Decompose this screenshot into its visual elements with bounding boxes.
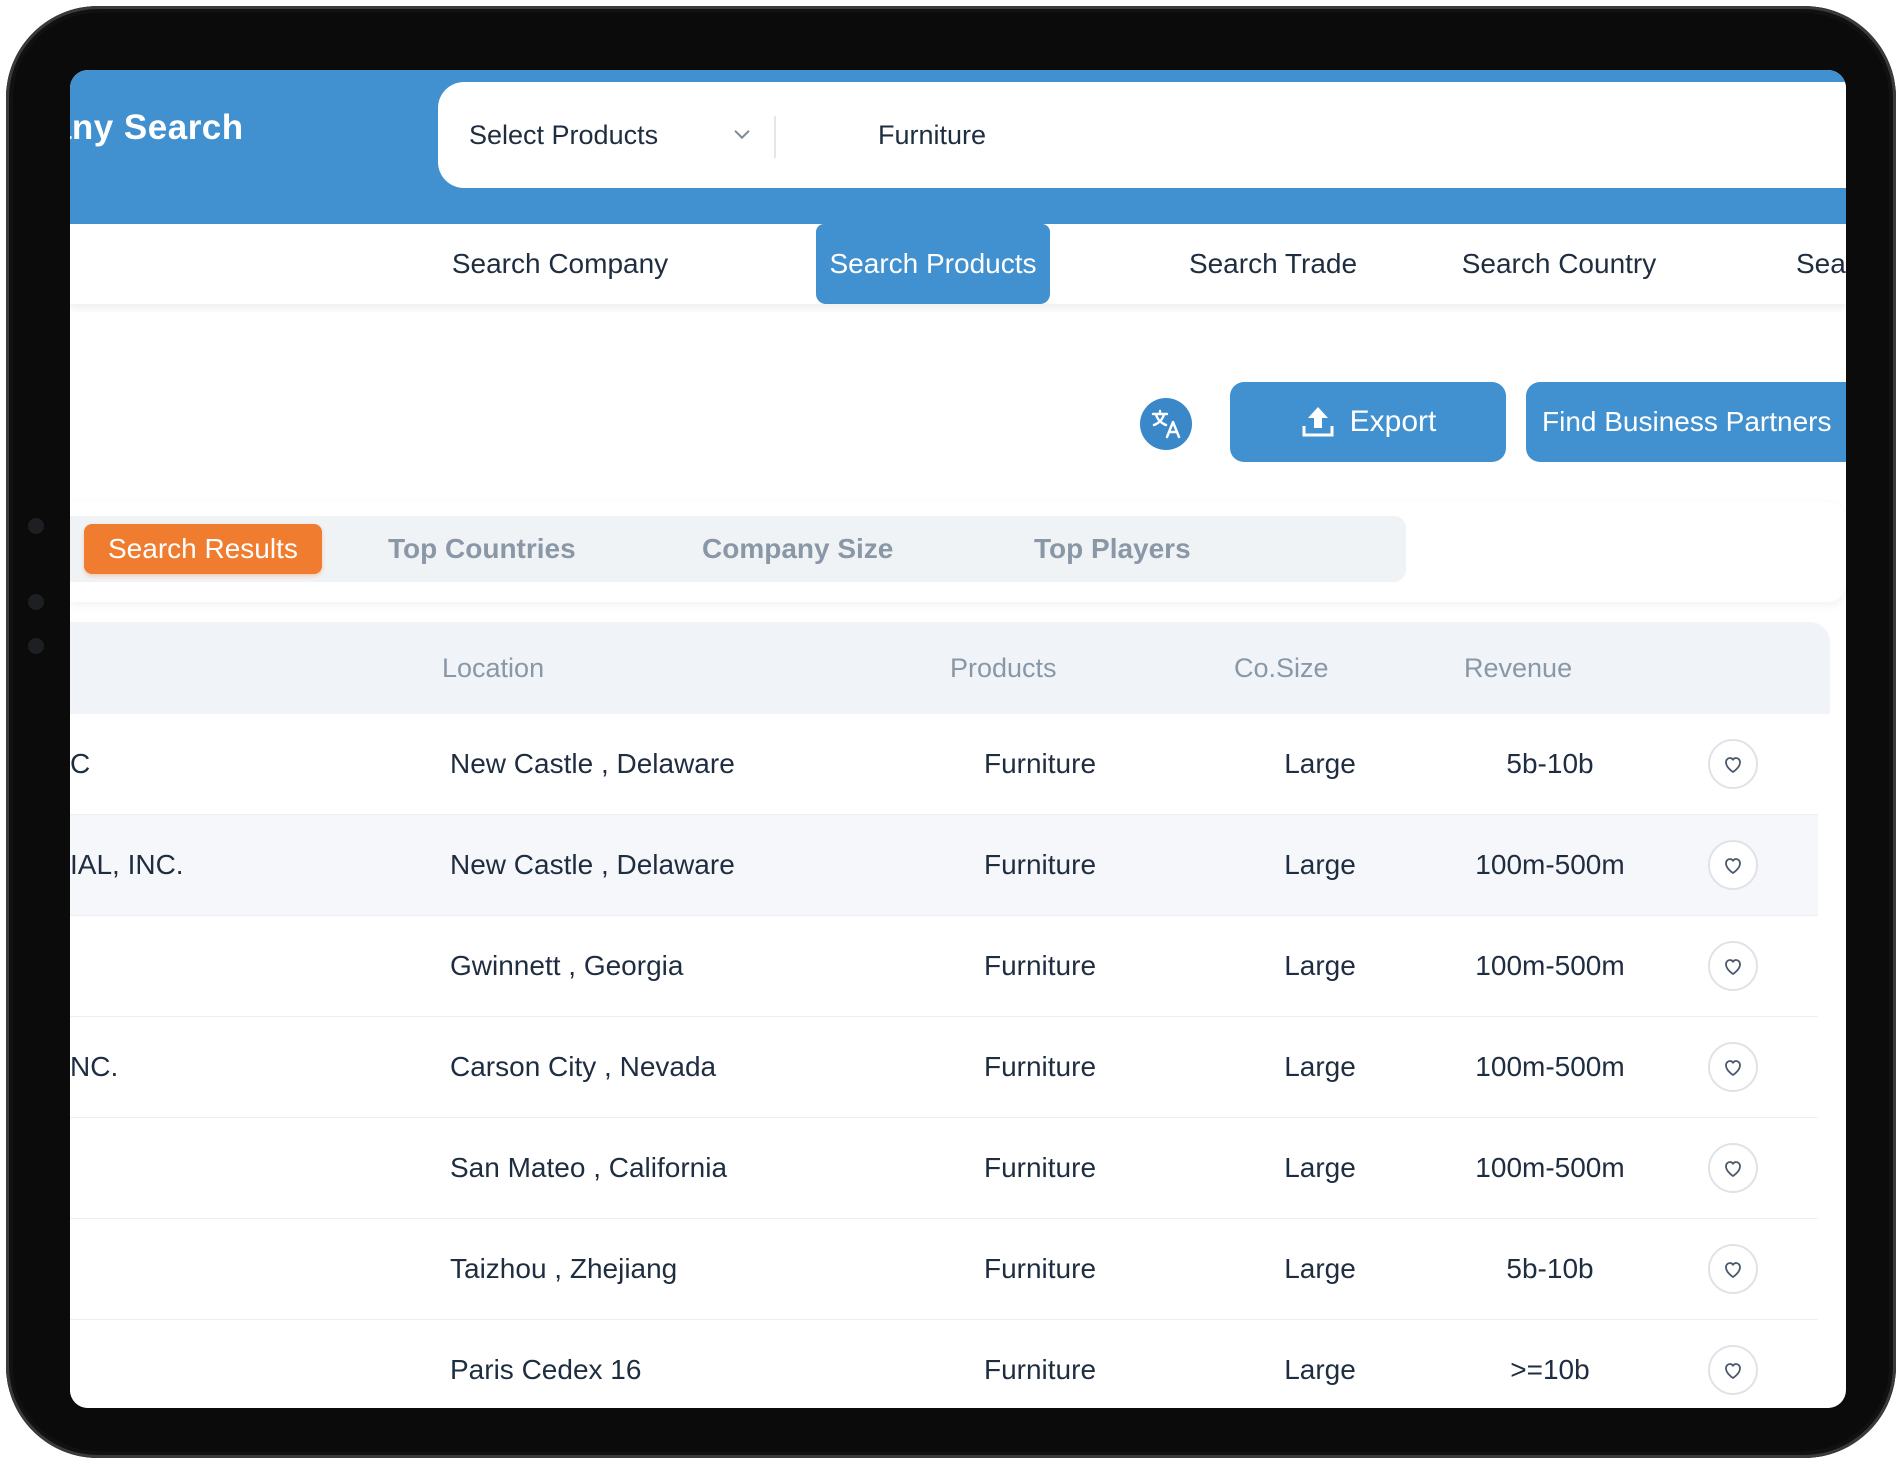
table-row[interactable]: Taizhou , Zhejiang Furniture Large 5b-10b: [70, 1219, 1818, 1320]
tab-search-trade[interactable]: Search Trade: [1188, 248, 1358, 279]
revenue-cell: 100m-500m: [1475, 1152, 1625, 1183]
column-products[interactable]: Products: [950, 652, 1057, 683]
upload-icon: [1302, 407, 1334, 437]
table-header: Location Products Co.Size Revenue: [70, 622, 1830, 714]
product-select-label: Select Products: [469, 119, 659, 150]
favorite-button[interactable]: [1708, 941, 1758, 991]
company-name-cell: [70, 1320, 270, 1408]
bezel-camera: [28, 594, 44, 610]
column-location[interactable]: Location: [442, 652, 545, 683]
location-cell: Taizhou , Zhejiang: [450, 1253, 678, 1284]
translate-icon: [1151, 409, 1181, 439]
tablet-frame: pany Search Select Products Furniture Se…: [6, 6, 1896, 1458]
table-row[interactable]: Gwinnett , Georgia Furniture Large 100m-500…: [70, 916, 1818, 1017]
column-co-size[interactable]: Co.Size: [1234, 652, 1329, 683]
products-cell: Furniture: [983, 1354, 1097, 1385]
location-cell: Gwinnett , Georgia: [450, 950, 684, 981]
revenue-cell: 5b-10b: [1506, 748, 1594, 779]
tab-search-results[interactable]: Search Results: [84, 524, 322, 574]
favorite-button[interactable]: [1708, 1345, 1758, 1395]
products-cell: Furniture: [983, 1152, 1097, 1183]
table-row[interactable]: San Mateo , California Furniture Large 100m…: [70, 1118, 1818, 1219]
revenue-cell: 100m-500m: [1475, 849, 1625, 880]
revenue-cell: 100m-500m: [1475, 1051, 1625, 1082]
search-bar: Select Products Furniture: [438, 82, 1846, 188]
co-size-cell: Large: [1284, 1253, 1356, 1284]
tab-search-products[interactable]: Search Products: [816, 224, 1050, 304]
co-size-cell: Large: [1284, 1051, 1356, 1082]
table-row[interactable]: Paris Cedex 16 Furniture Large >=10b: [70, 1320, 1818, 1408]
product-select[interactable]: Select Products: [469, 82, 753, 188]
products-cell: Furniture: [983, 1051, 1097, 1082]
favorite-button[interactable]: [1708, 739, 1758, 789]
results-table: Location Products Co.Size Revenue C New C…: [70, 622, 1830, 1408]
bezel-sensor: [28, 638, 44, 654]
location-cell: Paris Cedex 16: [450, 1354, 642, 1385]
tab-company-size[interactable]: Company Size: [702, 533, 894, 564]
tab-top-players[interactable]: Top Players: [1034, 533, 1191, 564]
company-name-cell: C: [70, 748, 91, 779]
co-size-cell: Large: [1284, 950, 1356, 981]
search-divider: [774, 116, 776, 158]
location-cell: New Castle , Delaware: [450, 748, 735, 779]
company-name-cell: IAL, INC.: [70, 849, 184, 880]
favorite-button[interactable]: [1708, 1042, 1758, 1092]
location-cell: Carson City , Nevada: [450, 1051, 717, 1082]
export-label: Export: [1349, 405, 1437, 438]
company-name-cell: [70, 1219, 270, 1319]
bezel-sensor: [28, 518, 44, 534]
tab-search-company[interactable]: Search Company: [451, 248, 669, 279]
main-nav: Search Company Search Products Search Tr…: [70, 224, 1846, 304]
revenue-cell: 100m-500m: [1475, 950, 1625, 981]
tab-search-more[interactable]: Sea: [1796, 248, 1846, 279]
revenue-cell: 5b-10b: [1506, 1253, 1594, 1284]
favorite-button[interactable]: [1708, 1143, 1758, 1193]
revenue-cell: >=10b: [1510, 1354, 1590, 1385]
co-size-cell: Large: [1284, 748, 1356, 779]
column-revenue[interactable]: Revenue: [1464, 652, 1573, 683]
top-header: pany Search Select Products Furniture: [70, 70, 1846, 224]
tab-top-countries[interactable]: Top Countries: [388, 533, 576, 564]
products-cell: Furniture: [983, 950, 1097, 981]
favorite-button[interactable]: [1708, 840, 1758, 890]
products-cell: Furniture: [983, 849, 1097, 880]
company-name-cell: [70, 1118, 270, 1218]
heart-icon: [1725, 858, 1741, 874]
translate-button[interactable]: [1140, 398, 1192, 450]
company-name-cell: [70, 916, 270, 1016]
table-row[interactable]: IAL, INC. New Castle , Delaware Furniture L…: [70, 815, 1818, 916]
table-row[interactable]: NC. Carson City , Nevada Furniture Large 100…: [70, 1017, 1818, 1118]
find-business-partners-button[interactable]: Find Business Partners: [1526, 382, 1846, 462]
location-cell: San Mateo , California: [450, 1152, 728, 1183]
heart-icon: [1725, 1363, 1741, 1379]
products-cell: Furniture: [983, 1253, 1097, 1284]
app-screen: pany Search Select Products Furniture Se…: [70, 70, 1846, 1408]
location-cell: New Castle , Delaware: [450, 849, 735, 880]
export-button[interactable]: Export: [1230, 382, 1506, 462]
favorite-button[interactable]: [1708, 1244, 1758, 1294]
heart-icon: [1725, 757, 1741, 773]
brand-title: pany Search: [70, 108, 244, 147]
co-size-cell: Large: [1284, 1152, 1356, 1183]
heart-icon: [1725, 1262, 1741, 1278]
search-input[interactable]: Furniture: [878, 119, 987, 150]
results-tabs: Search Results Top Countries Company Siz…: [70, 516, 1406, 582]
heart-icon: [1725, 959, 1741, 975]
heart-icon: [1725, 1060, 1741, 1076]
co-size-cell: Large: [1284, 1354, 1356, 1385]
chevron-down-icon: [734, 130, 750, 140]
table-row[interactable]: C New Castle , Delaware Furniture Large 5b-1…: [70, 714, 1818, 815]
heart-icon: [1725, 1161, 1741, 1177]
co-size-cell: Large: [1284, 849, 1356, 880]
products-cell: Furniture: [983, 748, 1097, 779]
company-name-cell: NC.: [70, 1051, 119, 1082]
tab-search-country[interactable]: Search Country: [1461, 248, 1657, 279]
